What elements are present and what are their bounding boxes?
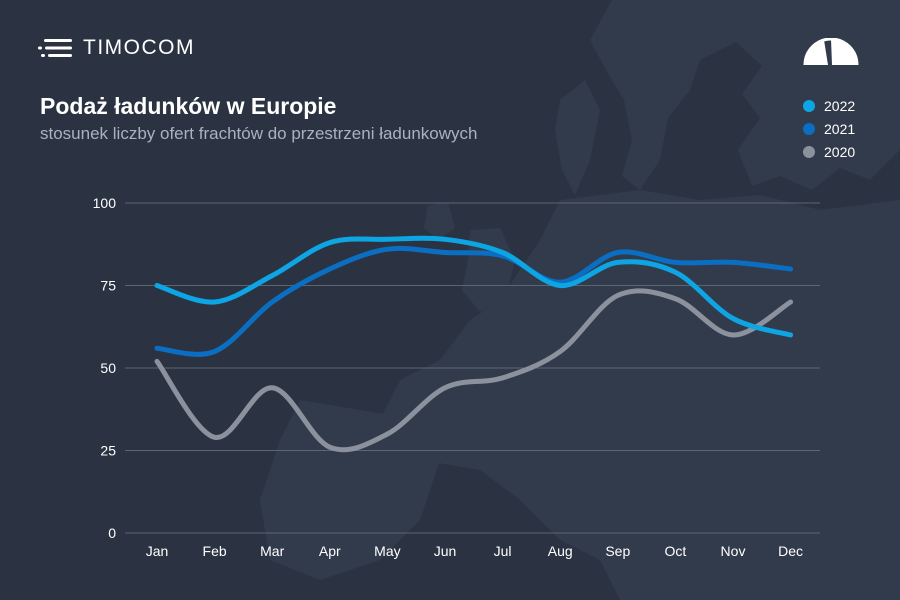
y-tick-label: 75 xyxy=(100,278,116,294)
legend-label-2020: 2020 xyxy=(824,143,856,160)
legend: 2022 2021 2020 xyxy=(803,94,855,163)
legend-item-2022: 2022 xyxy=(803,94,855,117)
x-tick-label: Mar xyxy=(260,543,284,559)
x-tick-label: Dec xyxy=(778,543,803,559)
x-tick-label: Apr xyxy=(319,543,341,559)
x-tick-label: Oct xyxy=(665,543,687,559)
x-tick-label: Feb xyxy=(203,543,227,559)
x-tick-label: Jun xyxy=(434,543,457,559)
legend-label-2021: 2021 xyxy=(824,120,856,137)
x-tick-label: May xyxy=(374,543,400,559)
y-tick-label: 0 xyxy=(108,525,116,541)
legend-item-2021: 2021 xyxy=(803,117,855,140)
series-line-2022 xyxy=(154,235,794,338)
x-tick-label: Jul xyxy=(494,543,512,559)
timocom-logo: TIMOCOM xyxy=(38,36,195,60)
y-tick-label: 25 xyxy=(100,443,116,459)
legend-label-2022: 2022 xyxy=(824,97,856,114)
brand-name: TIMOCOM xyxy=(83,36,195,59)
x-tick-label: Nov xyxy=(721,543,746,559)
x-tick-label: Jan xyxy=(146,543,169,559)
x-tick-label: Sep xyxy=(605,543,630,559)
chart-title: Podaż ładunków w Europie xyxy=(40,93,337,119)
series-line-2020 xyxy=(154,288,794,453)
y-tick-label: 100 xyxy=(93,195,117,211)
legend-marker-2021 xyxy=(803,122,815,135)
legend-marker-2020 xyxy=(803,145,815,158)
y-tick-label: 50 xyxy=(100,360,116,376)
x-tick-label: Aug xyxy=(548,543,573,559)
legend-marker-2022 xyxy=(803,99,815,112)
legend-item-2020: 2020 xyxy=(803,140,855,163)
gauge-icon xyxy=(803,38,859,66)
series-line-2021 xyxy=(154,245,794,357)
speed-lines-icon xyxy=(38,39,72,57)
chart-subtitle: stosunek liczby ofert frachtów do przest… xyxy=(40,124,478,143)
